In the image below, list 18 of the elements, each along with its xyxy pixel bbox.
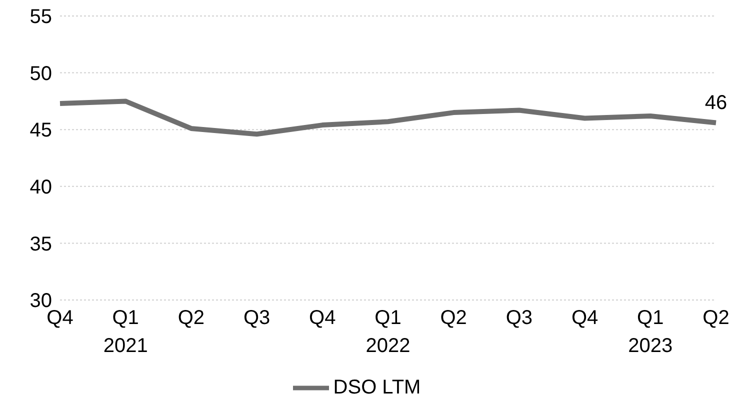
x-tick-label: Q2	[440, 307, 467, 329]
y-tick-label: 50	[30, 62, 52, 85]
x-tick-label: Q2	[702, 307, 730, 329]
x-tick-label: Q1 2022	[366, 307, 410, 357]
x-tick-label: Q2	[178, 307, 205, 329]
data-label: 46	[704, 92, 728, 114]
y-tick-label: 40	[30, 176, 52, 198]
x-tick-label: Q3	[243, 307, 270, 329]
y-tick-label: 45	[30, 120, 52, 142]
x-tick-label: Q4	[309, 307, 336, 329]
x-tick-label: Q4	[46, 307, 74, 329]
x-tick-label: Q1 2023	[628, 307, 673, 357]
y-tick-label: 35	[30, 233, 52, 256]
legend-label: DSO LTM	[333, 376, 421, 398]
x-tick-label: Q1 2021	[103, 307, 148, 357]
x-tick-label: Q4	[571, 307, 598, 329]
y-tick-label: 55	[30, 6, 52, 28]
x-tick-label: Q3	[506, 307, 533, 329]
